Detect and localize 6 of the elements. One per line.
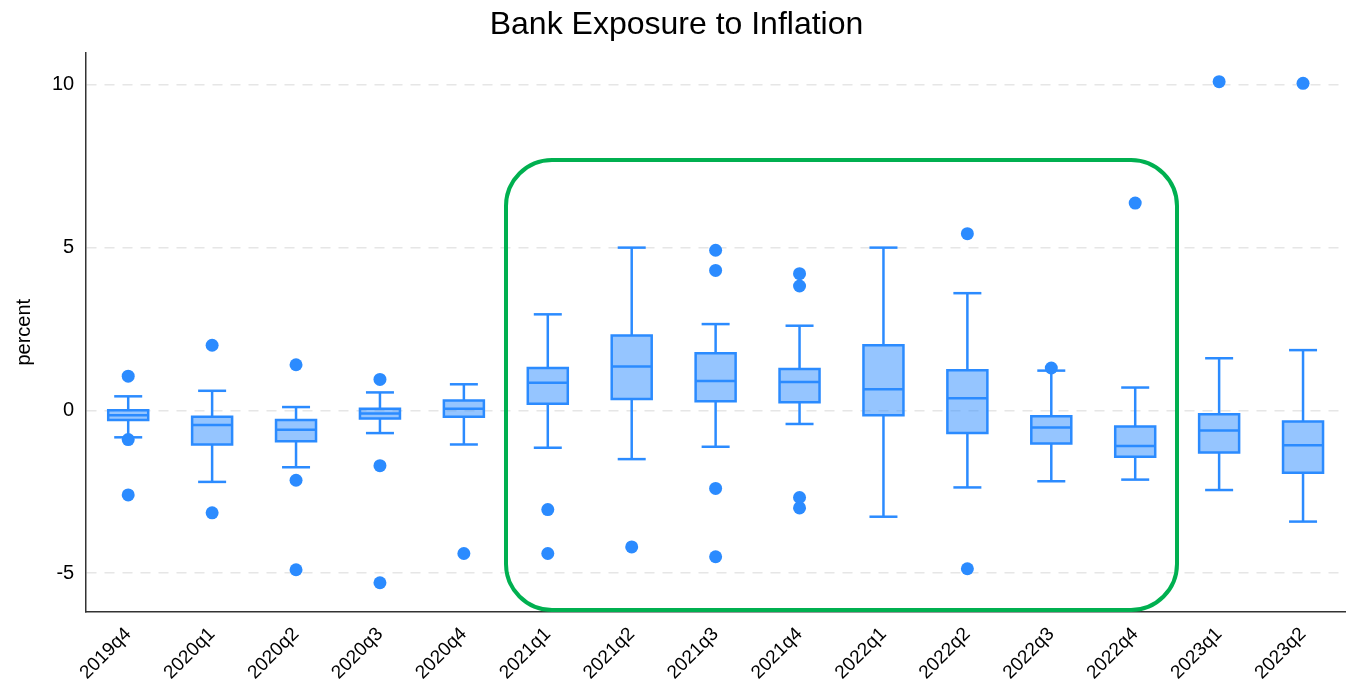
y-tick-label: 0 xyxy=(63,397,75,420)
y-tick-label: 5 xyxy=(63,235,75,258)
chart-title: Bank Exposure to Inflation xyxy=(489,5,864,42)
y-axis-title: percent xyxy=(11,298,34,366)
y-tick-label: -5 xyxy=(56,560,75,583)
y-tick-label: 10 xyxy=(52,72,75,95)
